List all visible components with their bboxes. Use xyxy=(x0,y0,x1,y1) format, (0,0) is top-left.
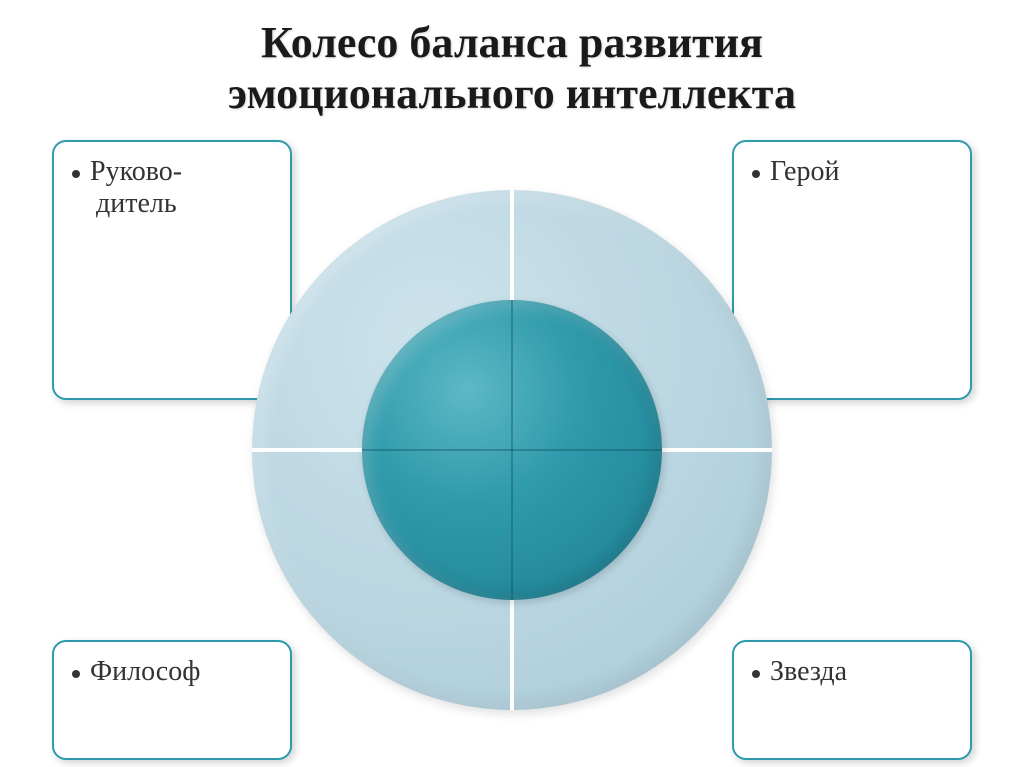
bullet-icon xyxy=(752,670,760,678)
card-leader-label1: Руково- xyxy=(90,156,182,187)
wheel-diagram: Руково- дитель Герой Философ Звезда xyxy=(62,150,962,750)
card-star-label: Звезда xyxy=(770,656,847,687)
card-star: Звезда xyxy=(732,640,972,760)
card-hero: Герой xyxy=(732,140,972,400)
title-line1: Колесо баланса развития xyxy=(261,18,763,67)
wheel-inner xyxy=(362,300,662,600)
card-leader-label2: дитель xyxy=(72,188,272,220)
card-hero-label: Герой xyxy=(770,156,839,187)
bullet-icon xyxy=(752,170,760,178)
bullet-icon xyxy=(72,170,80,178)
card-leader: Руково- дитель xyxy=(52,140,292,400)
title-line2: эмоционального интеллекта xyxy=(228,69,796,118)
card-philosopher-label: Философ xyxy=(90,656,200,687)
page-title: Колесо баланса развития эмоционального и… xyxy=(0,0,1024,119)
card-philosopher: Философ xyxy=(52,640,292,760)
bullet-icon xyxy=(72,670,80,678)
